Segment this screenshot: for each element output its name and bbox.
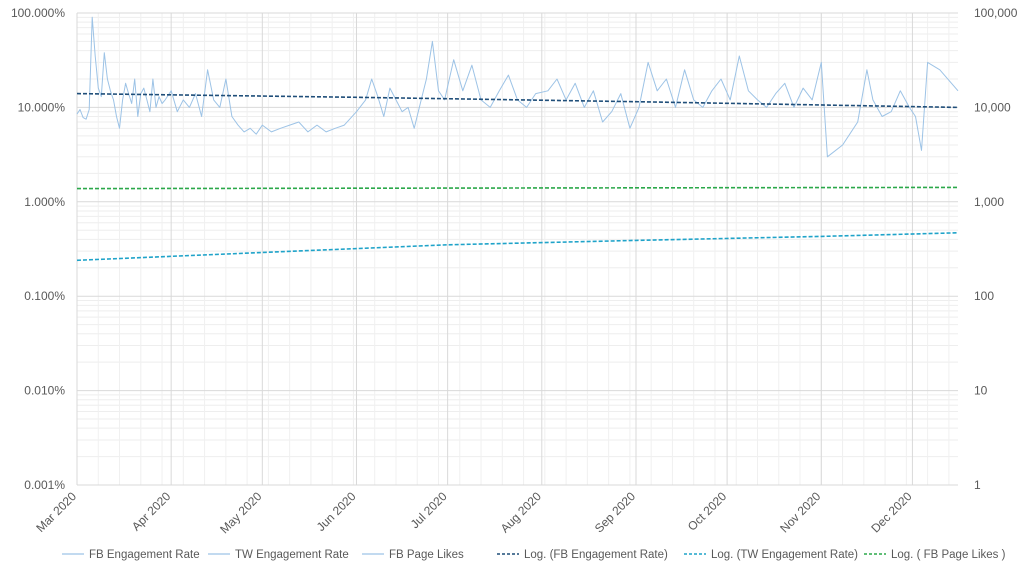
x-axis-tick-label: Aug 2020 xyxy=(498,489,544,535)
minor-gridlines xyxy=(76,13,958,485)
x-axis-tick-label: Jun 2020 xyxy=(314,489,359,534)
series-line-0 xyxy=(76,16,959,158)
right-axis-tick-label: 100 xyxy=(974,289,994,303)
right-axis-tick-label: 10 xyxy=(974,384,988,398)
series-line-5 xyxy=(76,186,959,190)
x-axis-tick-label: Jul 2020 xyxy=(408,489,450,531)
x-axis-tick-label: Mar 2020 xyxy=(33,489,79,535)
legend-entry-label: Log. ( FB Page Likes ) xyxy=(891,549,1006,561)
legend: FB Engagement Rate TW Engagement Rate FB P… xyxy=(62,549,1006,561)
legend-entry-label: FB Page Likes xyxy=(389,549,464,561)
right-axis-tick-label: 1 xyxy=(974,478,981,492)
right-axis-tick-label: 100,000 xyxy=(974,6,1018,20)
series-line-4 xyxy=(76,232,959,262)
x-axis-tick-label: Dec 2020 xyxy=(868,489,914,535)
x-axis-tick-labels: Mar 2020 Apr 2020 May 2020 Jun 2020 Jul 2020… xyxy=(33,489,914,536)
legend-entry-label: Log. (TW Engagement Rate) xyxy=(711,549,858,561)
legend-entry-label: TW Engagement Rate xyxy=(235,549,349,561)
series-line-3 xyxy=(76,92,959,109)
left-axis-tick-label: 0.100% xyxy=(24,289,65,303)
major-gridlines xyxy=(76,12,958,486)
left-axis-tick-label: 0.010% xyxy=(24,384,65,398)
x-axis-tick-label: Apr 2020 xyxy=(129,489,174,534)
right-axis-tick-label: 1,000 xyxy=(974,195,1004,209)
x-axis-tick-label: Nov 2020 xyxy=(777,489,823,535)
left-axis-tick-label: 10.000% xyxy=(18,100,66,114)
series-lines xyxy=(76,16,959,262)
x-axis-tick-label: Oct 2020 xyxy=(685,489,730,534)
left-axis-tick-labels: 100.000% 10.000% 1.000% 0.100% 0.010% 0.001% xyxy=(11,6,65,492)
left-axis-tick-label: 1.000% xyxy=(24,195,65,209)
right-axis-tick-label: 10,000 xyxy=(974,100,1011,114)
left-axis-tick-label: 0.001% xyxy=(24,478,65,492)
legend-entry-label: Log. (FB Engagement Rate) xyxy=(524,549,668,561)
x-axis-tick-label: Sep 2020 xyxy=(592,489,638,535)
left-axis-tick-label: 100.000% xyxy=(11,6,65,20)
legend-entry-label: FB Engagement Rate xyxy=(89,549,200,561)
x-axis-tick-label: May 2020 xyxy=(217,489,264,536)
right-axis-tick-labels: 100,000 10,000 1,000 100 10 1 xyxy=(974,6,1018,492)
